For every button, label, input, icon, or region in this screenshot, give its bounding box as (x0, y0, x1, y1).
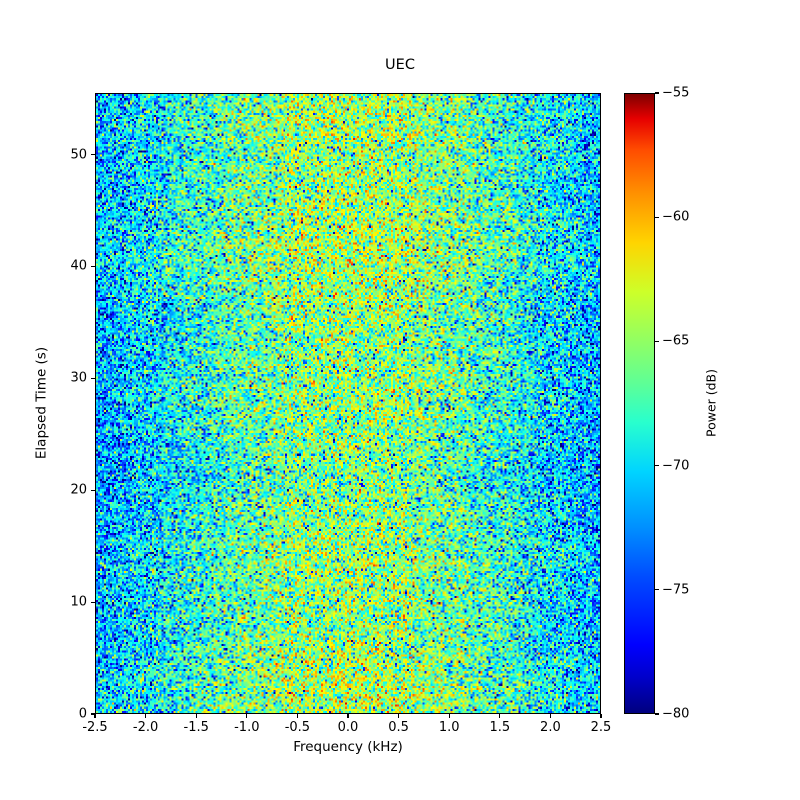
x-tick-label: 2.5 (590, 720, 612, 735)
y-tick-mark (91, 601, 95, 603)
spectrogram-image (96, 94, 600, 713)
y-tick-label: 40 (70, 258, 87, 274)
colorbar-tick-label: −65 (662, 333, 690, 349)
y-tick-mark (91, 265, 95, 267)
colorbar-tick-label: −55 (662, 85, 690, 101)
x-tick-mark (347, 714, 349, 718)
x-tick-mark (94, 714, 96, 718)
colorbar-tick-mark (655, 713, 659, 715)
spectrogram-axes (95, 93, 601, 714)
y-tick-label: 30 (70, 370, 87, 386)
y-tick-mark (91, 489, 95, 491)
x-tick-label: 0.0 (337, 720, 359, 735)
x-tick-label: 2.0 (540, 720, 561, 735)
x-tick-mark (246, 714, 248, 718)
x-tick-label: -1.5 (183, 720, 209, 735)
x-tick-mark (549, 714, 551, 718)
x-axis-label: Frequency (kHz) (293, 739, 403, 755)
x-tick-mark (145, 714, 147, 718)
x-tick-mark (398, 714, 400, 718)
colorbar-tick-mark (655, 216, 659, 218)
colorbar-tick-mark (655, 92, 659, 94)
y-axis-label: Elapsed Time (s) (33, 346, 50, 460)
y-tick-label: 50 (70, 147, 87, 163)
y-tick-label: 10 (70, 594, 87, 610)
x-tick-mark (600, 714, 602, 718)
x-tick-label: 1.5 (489, 720, 511, 735)
x-tick-label: -2.5 (82, 720, 108, 735)
colorbar-tick-label: −70 (662, 458, 690, 474)
x-tick-mark (296, 714, 298, 718)
x-tick-label: -2.0 (132, 720, 159, 735)
x-tick-mark (448, 714, 450, 718)
x-tick-label: 0.5 (388, 720, 409, 735)
x-tick-label: -1.0 (234, 720, 260, 735)
colorbar (624, 93, 655, 714)
colorbar-tick-label: −75 (662, 582, 690, 598)
y-tick-mark (91, 153, 95, 156)
colorbar-tick-mark (655, 589, 659, 591)
colorbar-tick-label: −60 (662, 209, 690, 225)
x-tick-mark (499, 714, 501, 718)
y-tick-mark (91, 377, 95, 379)
colorbar-tick-label: −80 (662, 706, 690, 722)
x-tick-label: 1.0 (438, 720, 460, 735)
figure-title-line-1: UEC (385, 57, 415, 73)
colorbar-label: Power (dB) (703, 368, 719, 438)
colorbar-tick-mark (655, 340, 659, 342)
x-tick-label: -0.5 (284, 720, 311, 735)
x-tick-mark (195, 714, 197, 718)
colorbar-tick-mark (655, 465, 659, 467)
y-tick-mark (91, 713, 95, 715)
y-tick-label: 20 (70, 482, 87, 498)
y-tick-label: 0 (78, 706, 87, 722)
